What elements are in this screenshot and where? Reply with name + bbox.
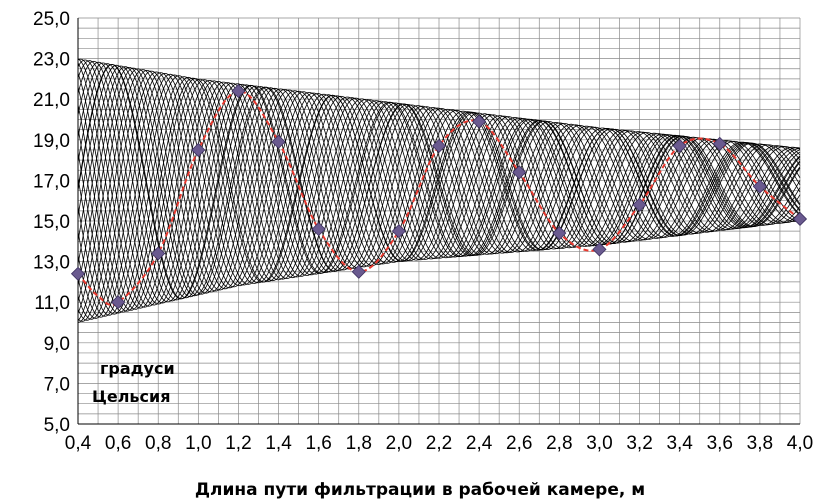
data-point-marker — [512, 165, 527, 180]
x-tick-label: 0,8 — [145, 433, 171, 454]
x-tick-label: 3,4 — [666, 433, 693, 454]
x-axis-label: Длина пути фильтрации в рабочей камере, … — [195, 480, 645, 499]
background-curve — [77, 60, 801, 304]
background-curve — [77, 62, 801, 302]
data-point-marker — [231, 84, 246, 99]
data-point-marker — [592, 242, 607, 257]
y-tick-label: 9,0 — [44, 334, 70, 355]
background-curve — [77, 72, 801, 319]
x-tick-label: 1,2 — [225, 433, 251, 454]
background-curve — [77, 71, 801, 321]
x-tick-label: 2,6 — [506, 433, 532, 454]
x-tick-label: 1,0 — [185, 433, 211, 454]
data-point-marker — [191, 142, 206, 158]
x-tick-label: 3,2 — [626, 433, 652, 454]
data-point-marker — [311, 222, 326, 237]
data-point-marker — [431, 138, 447, 153]
series-line-path — [77, 90, 801, 306]
data-point-marker — [151, 246, 166, 261]
y-tick-label: 11,0 — [34, 293, 70, 314]
background-curve — [77, 69, 801, 323]
data-point-marker — [111, 295, 126, 310]
y-tick-label: 15,0 — [33, 212, 70, 233]
background-curve — [77, 72, 801, 320]
chart-axes — [77, 18, 800, 425]
y-tick-label: 7,0 — [44, 374, 70, 395]
data-point-marker — [552, 226, 567, 241]
background-curve — [77, 58, 801, 308]
background-curve — [77, 68, 801, 314]
x-tick-label: 0,6 — [105, 433, 131, 454]
background-curve — [77, 75, 801, 316]
background-curve — [77, 67, 801, 302]
y-tick-label: 17,0 — [33, 171, 70, 192]
y-tick-label: 21,0 — [33, 90, 70, 111]
y-tick-label: 23,0 — [33, 50, 70, 71]
x-tick-label: 0,4 — [65, 433, 92, 454]
data-point-marker — [70, 266, 86, 281]
background-curve — [77, 65, 801, 298]
x-tick-label: 2,4 — [466, 433, 493, 454]
data-point-marker — [271, 134, 286, 149]
series-markers — [70, 84, 808, 310]
background-curve — [77, 58, 801, 307]
background-curve — [77, 62, 801, 309]
data-point-marker — [752, 179, 767, 194]
x-tick-label: 3,6 — [707, 433, 733, 454]
background-curve — [77, 72, 801, 310]
x-tick-label: 3,8 — [747, 433, 773, 454]
y-tick-label: 5,0 — [44, 415, 70, 436]
data-point-marker — [632, 197, 647, 212]
data-point-marker — [712, 136, 727, 151]
y-tick-labels: 5,0 7,0 9,0 11,0 13,0 15,0 17,0 19,0 21,0 23,0 25,… — [33, 9, 70, 436]
background-curve — [77, 74, 800, 317]
data-point-marker — [672, 138, 687, 153]
y-tick-label: 13,0 — [33, 253, 70, 274]
x-tick-label: 2,8 — [546, 433, 572, 454]
x-tick-label: 1,4 — [265, 433, 292, 454]
x-tick-label: 3,0 — [586, 433, 612, 454]
data-point-marker — [351, 264, 366, 279]
x-tick-label: 4,0 — [787, 433, 813, 454]
background-curve — [77, 70, 801, 322]
data-point-marker — [391, 224, 406, 239]
x-tick-label: 1,8 — [346, 433, 372, 454]
y-tick-label: 25,0 — [33, 9, 70, 30]
x-tick-label: 2,2 — [426, 433, 452, 454]
background-curve — [77, 60, 801, 305]
data-point-marker — [472, 114, 487, 129]
background-curve — [77, 66, 801, 297]
background-curve — [77, 77, 801, 313]
dashed-series-line — [77, 90, 801, 306]
data-point-marker — [792, 211, 808, 227]
unit-label-line1: градуси — [100, 359, 175, 378]
unit-label-line2: Цельсия — [92, 387, 171, 406]
y-tick-label: 19,0 — [33, 131, 70, 152]
x-tick-label: 2,0 — [386, 433, 412, 454]
x-tick-label: 1,6 — [305, 433, 331, 454]
x-tick-labels: 0,4 0,6 0,8 1,0 1,2 1,4 1,6 1,8 2,0 2,2 2,4 2,6 2,8 3… — [65, 433, 813, 454]
